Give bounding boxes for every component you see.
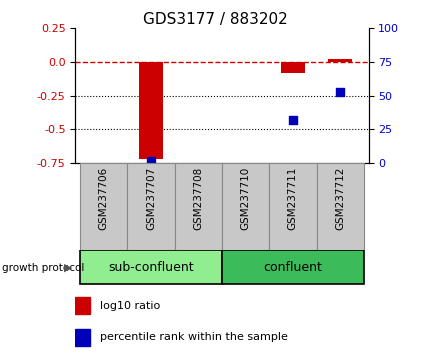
Point <box>147 158 154 164</box>
Text: GSM237707: GSM237707 <box>146 166 156 229</box>
FancyBboxPatch shape <box>127 163 174 250</box>
Point <box>336 89 343 95</box>
Bar <box>139 62 163 159</box>
Text: GSM237708: GSM237708 <box>193 166 203 229</box>
FancyBboxPatch shape <box>80 250 221 284</box>
FancyBboxPatch shape <box>221 163 269 250</box>
Text: sub-confluent: sub-confluent <box>108 261 194 274</box>
Bar <box>75 329 90 346</box>
Text: GSM237711: GSM237711 <box>287 166 297 230</box>
Text: GSM237710: GSM237710 <box>240 166 250 229</box>
Text: growth protocol: growth protocol <box>2 263 84 273</box>
Bar <box>280 62 304 73</box>
Text: GSM237706: GSM237706 <box>98 166 108 229</box>
FancyBboxPatch shape <box>174 163 221 250</box>
Text: GSM237712: GSM237712 <box>335 166 344 230</box>
FancyBboxPatch shape <box>269 163 316 250</box>
FancyBboxPatch shape <box>221 250 363 284</box>
FancyBboxPatch shape <box>80 163 127 250</box>
Text: GDS3177 / 883202: GDS3177 / 883202 <box>143 12 287 27</box>
Text: log10 ratio: log10 ratio <box>99 301 160 310</box>
Bar <box>75 297 90 314</box>
Point <box>289 117 296 122</box>
Text: confluent: confluent <box>263 261 322 274</box>
Text: percentile rank within the sample: percentile rank within the sample <box>99 332 287 342</box>
FancyBboxPatch shape <box>316 163 363 250</box>
Text: ▶: ▶ <box>64 263 72 273</box>
Bar <box>328 59 351 62</box>
